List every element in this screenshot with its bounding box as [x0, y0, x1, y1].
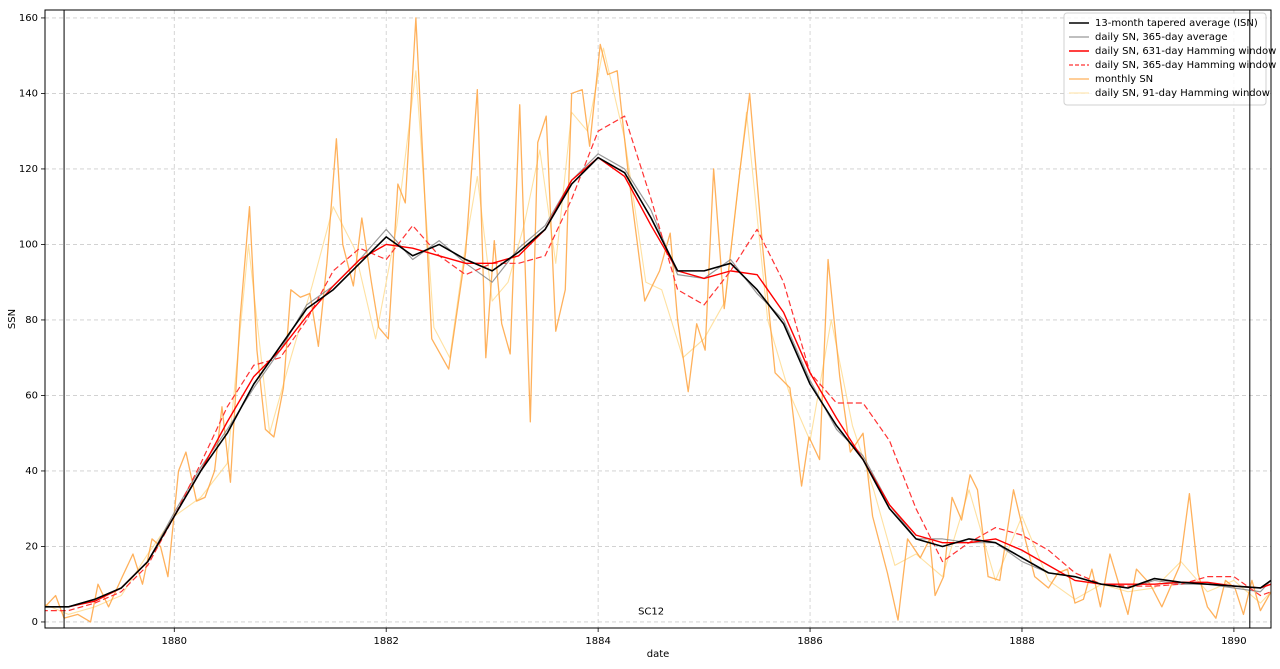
legend-label: daily SN, 365-day average: [1095, 32, 1228, 43]
y-tick-label: 160: [19, 13, 38, 24]
y-tick-label: 140: [19, 88, 38, 99]
x-tick-label: 1882: [373, 636, 398, 647]
legend-label: daily SN, 631-day Hamming window: [1095, 46, 1276, 57]
y-tick-label: 0: [32, 617, 38, 628]
x-axis-label: date: [647, 649, 670, 660]
series-line: [45, 153, 1271, 608]
x-tick-label: 1890: [1221, 636, 1246, 647]
series-line: [45, 156, 1271, 608]
y-axis-label: SSN: [7, 309, 18, 329]
plot-frame: [44, 9, 1272, 629]
x-tick-label: 1888: [1009, 636, 1034, 647]
y-tick-label: 20: [25, 541, 38, 552]
series-line: [45, 17, 1271, 623]
x-tick-label: 1880: [162, 636, 187, 647]
plot-area: [45, 17, 1271, 623]
series-line: [45, 156, 1271, 608]
y-tick-label: 80: [25, 315, 38, 326]
y-tick-label: 100: [19, 239, 38, 250]
annotation: SC12: [638, 606, 664, 617]
y-tick-label: 60: [25, 390, 38, 401]
y-tick-label: 40: [25, 466, 38, 477]
legend: 13-month tapered average (ISN) daily SN, …: [1063, 12, 1276, 106]
legend-frame: [1063, 12, 1267, 106]
y-tick-label: 120: [19, 164, 38, 175]
legend-label: daily SN, 91-day Hamming window: [1095, 88, 1270, 99]
legend-label: 13-month tapered average (ISN): [1095, 18, 1258, 29]
series-line: [45, 115, 1271, 612]
legend-label: monthly SN: [1095, 74, 1153, 85]
x-tick-label: 1884: [585, 636, 610, 647]
series-line: [45, 47, 1271, 615]
x-tick-label: 1886: [797, 636, 822, 647]
legend-label: daily SN, 365-day Hamming window: [1095, 60, 1276, 71]
